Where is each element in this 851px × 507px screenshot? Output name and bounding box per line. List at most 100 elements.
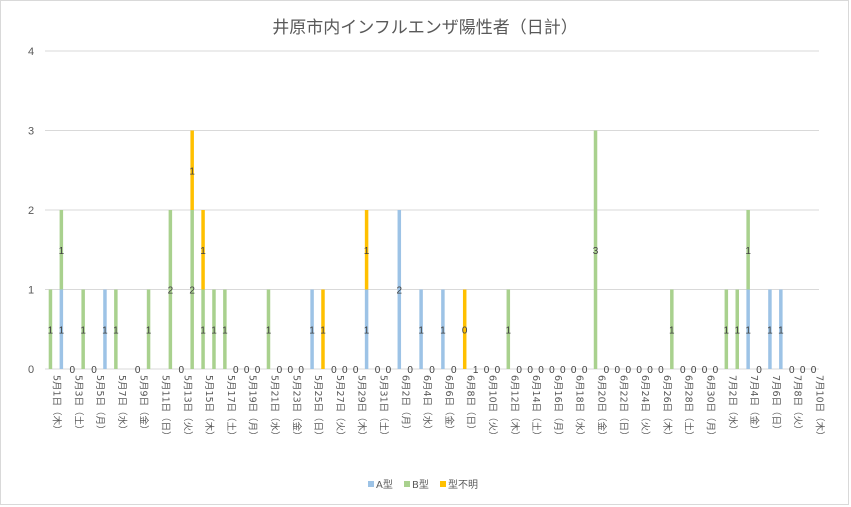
bar-segment	[506, 289, 511, 369]
data-label: 0	[647, 365, 653, 376]
data-label: 0	[277, 365, 283, 376]
data-label: 0	[353, 365, 359, 376]
data-label: 0	[178, 365, 184, 376]
x-tick-label: 5月1日（木）	[50, 375, 62, 435]
y-tick-label: 0	[28, 364, 34, 376]
data-label: 0	[244, 365, 250, 376]
x-tick-label: 6月20日（金）	[596, 375, 608, 441]
data-label: 0	[288, 365, 294, 376]
x-tick-label: 5月29日（木）	[356, 375, 368, 441]
data-label: 2	[168, 286, 174, 297]
y-tick-label: 1	[28, 285, 34, 297]
bar-segment	[462, 289, 467, 369]
data-label: 0	[604, 365, 610, 376]
data-label: 0	[571, 365, 577, 376]
data-label: 0	[255, 365, 261, 376]
data-label: 0	[549, 365, 555, 376]
data-label: 1	[320, 325, 326, 336]
data-label: 0	[516, 365, 522, 376]
bar-segment	[724, 289, 729, 369]
x-tick-label: 5月7日（水）	[116, 375, 128, 435]
bar-segment	[190, 130, 194, 210]
bar-segment	[441, 289, 445, 369]
bar-segment	[768, 289, 772, 369]
data-label: 2	[397, 286, 403, 297]
x-tick-label: 6月30日（月）	[705, 375, 717, 441]
data-label: 1	[80, 325, 86, 336]
bar-segment	[59, 289, 64, 369]
x-tick-label: 7月2日（水）	[726, 375, 738, 435]
x-tick-label: 5月27日（火）	[334, 375, 346, 441]
data-label: 1	[440, 325, 446, 336]
bar-segment	[364, 210, 369, 290]
chart-title: 井原市内インフルエンザ陽性者（日計）	[272, 18, 578, 38]
x-tick-label: 7月10日（木）	[814, 375, 826, 441]
data-label: 1	[745, 246, 751, 257]
data-label: 1	[146, 325, 152, 336]
data-label: 0	[407, 365, 413, 376]
bar-segment	[103, 289, 107, 369]
x-tick-label: 5月13日（火）	[181, 375, 193, 441]
data-label: 1	[309, 325, 315, 336]
data-label: 1	[364, 246, 370, 257]
x-tick-label: 5月31日（土）	[377, 375, 389, 441]
x-tick-label: 5月19日（月）	[247, 375, 259, 441]
bar-segment	[212, 289, 216, 369]
data-label: 0	[135, 365, 141, 376]
data-label: 0	[386, 365, 392, 376]
x-tick-label: 6月2日（月）	[399, 375, 411, 435]
data-label: 1	[418, 325, 424, 336]
x-tick-label: 5月9日（金）	[138, 375, 150, 435]
bar-segment	[168, 210, 173, 369]
data-label: 0	[298, 365, 304, 376]
data-label: 1	[59, 246, 65, 257]
data-label: 0	[582, 365, 588, 376]
data-label: 3	[593, 246, 599, 257]
data-label: 0	[625, 365, 631, 376]
data-label: 1	[189, 166, 195, 177]
x-tick-label: 6月12日（木）	[508, 375, 520, 441]
data-label: 2	[189, 286, 195, 297]
bar-segment	[190, 210, 194, 369]
bar-segment	[201, 289, 205, 369]
data-label: 0	[484, 365, 490, 376]
bars	[48, 130, 783, 369]
bar-segment	[310, 289, 314, 369]
x-tick-label: 5月15日（木）	[203, 375, 215, 441]
data-label: 1	[669, 325, 675, 336]
x-tick-label: 6月24日（火）	[639, 375, 651, 441]
bar-segment	[670, 289, 674, 369]
bar-segment	[59, 210, 64, 290]
data-label: 1	[222, 325, 228, 336]
data-label: 1	[364, 325, 370, 336]
data-label: 0	[331, 365, 337, 376]
data-label: 0	[691, 365, 697, 376]
bar-segment	[746, 210, 750, 290]
bar-segment	[735, 289, 739, 369]
y-tick-label: 2	[28, 205, 34, 217]
data-label: 0	[429, 365, 435, 376]
bar-segment	[419, 289, 423, 369]
data-label: 0	[713, 365, 719, 376]
x-tick-label: 7月4日（金）	[748, 375, 760, 435]
bar-segment	[746, 289, 750, 369]
x-tick-label: 6月28日（土）	[683, 375, 695, 441]
data-label: 0	[800, 365, 806, 376]
data-label: 1	[745, 325, 751, 336]
x-axis: 5月1日（木） 5月3日（土） 5月5日（月） 5月7日（水） 5月9日（金） 5月11日…	[50, 375, 825, 441]
x-tick-label: 6月18日（水）	[574, 375, 586, 441]
data-label: 0	[680, 365, 686, 376]
y-tick-label: 3	[28, 126, 34, 138]
bar-segment	[201, 210, 205, 290]
legend-swatch	[440, 481, 446, 487]
x-tick-label: 6月16日（月）	[552, 375, 564, 441]
data-label: 0	[811, 365, 817, 376]
gridlines	[45, 50, 819, 370]
bar-segment	[48, 289, 53, 369]
x-tick-label: 5月23日（金）	[290, 375, 302, 441]
bar-segment	[593, 130, 598, 369]
x-tick-label: 6月10日（火）	[487, 375, 499, 441]
data-label: 0	[702, 365, 708, 376]
